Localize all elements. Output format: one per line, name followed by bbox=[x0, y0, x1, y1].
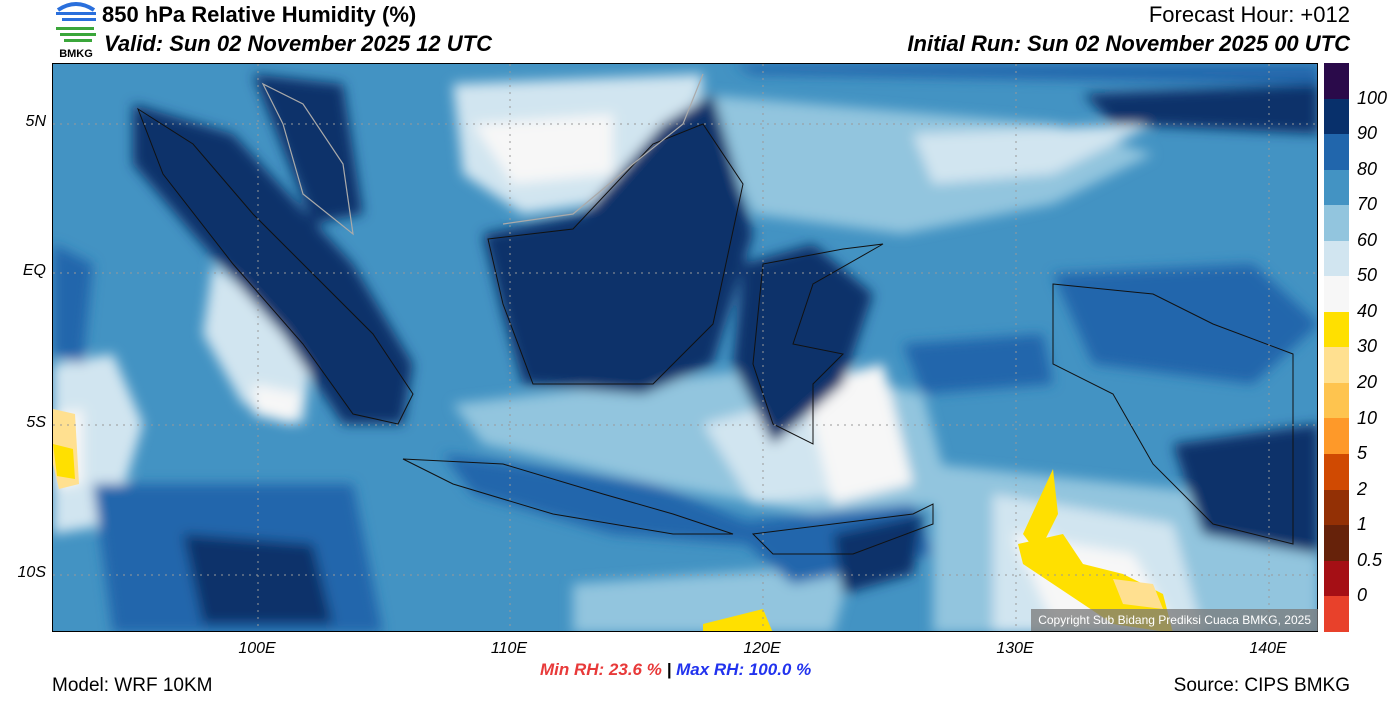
colorbar-label: 10 bbox=[1357, 407, 1378, 428]
colorbar-bin bbox=[1324, 560, 1349, 597]
colorbar-bin bbox=[1324, 205, 1349, 241]
colorbar-bin bbox=[1324, 311, 1349, 348]
colorbar-label: 80 bbox=[1357, 158, 1378, 179]
colorbar-label: 100 bbox=[1357, 87, 1388, 108]
colorbar-bin bbox=[1324, 525, 1349, 561]
colorbar-label: 70 bbox=[1357, 194, 1378, 215]
svg-text:BMKG: BMKG bbox=[59, 48, 93, 60]
colorbar-label: 2 bbox=[1357, 478, 1368, 499]
colorbar bbox=[1324, 63, 1349, 632]
model-label: Model: WRF 10KM bbox=[52, 675, 213, 696]
colorbar-label: 0 bbox=[1357, 585, 1368, 606]
lat-label-10s: 10S bbox=[17, 564, 46, 581]
colorbar-label: 40 bbox=[1357, 300, 1378, 321]
bmkg-logo: BMKG bbox=[52, 0, 100, 60]
colorbar-bin bbox=[1324, 596, 1349, 632]
forecast-hour: Forecast Hour: +012 bbox=[1148, 2, 1350, 27]
colorbar-label: 30 bbox=[1357, 336, 1378, 357]
lon-label-120e: 120E bbox=[743, 640, 781, 657]
colorbar-bin bbox=[1324, 276, 1349, 312]
colorbar-bin bbox=[1324, 454, 1349, 490]
colorbar-bin bbox=[1324, 98, 1349, 135]
colorbar-bin bbox=[1324, 169, 1349, 206]
lat-label-5s: 5S bbox=[26, 414, 46, 431]
colorbar-bin bbox=[1324, 134, 1349, 170]
initial-run: Initial Run: Sun 02 November 2025 00 UTC bbox=[907, 31, 1350, 56]
lon-label-110e: 110E bbox=[490, 640, 528, 657]
colorbar-label: 20 bbox=[1357, 372, 1378, 393]
lon-label-140e: 140E bbox=[1249, 640, 1287, 657]
colorbar-bin bbox=[1324, 418, 1349, 455]
colorbar-bin bbox=[1324, 382, 1349, 419]
colorbar-label: 50 bbox=[1357, 265, 1378, 286]
lon-label-100e: 100E bbox=[238, 640, 276, 657]
colorbar-label: 1 bbox=[1357, 514, 1368, 535]
copyright-notice: Copyright Sub Bidang Prediksi Cuaca BMKG… bbox=[1031, 609, 1318, 631]
chart-title: 850 hPa Relative Humidity (%) bbox=[102, 2, 417, 27]
colorbar-bin bbox=[1324, 63, 1349, 99]
stats-separator: | bbox=[666, 660, 672, 679]
rh-stats: Min RH: 23.6 % | Max RH: 100.0 % bbox=[540, 660, 811, 680]
colorbar-label: 5 bbox=[1357, 443, 1368, 464]
min-rh: Min RH: 23.6 % bbox=[540, 660, 662, 679]
max-rh: Max RH: 100.0 % bbox=[676, 660, 812, 679]
valid-time: Valid: Sun 02 November 2025 12 UTC bbox=[104, 31, 492, 56]
lat-label-5n: 5N bbox=[25, 113, 46, 130]
colorbar-label: 90 bbox=[1357, 123, 1378, 144]
colorbar-label: 0.5 bbox=[1357, 549, 1383, 570]
colorbar-bin bbox=[1324, 240, 1349, 277]
source-label: Source: CIPS BMKG bbox=[1173, 675, 1350, 696]
colorbar-bin bbox=[1324, 347, 1349, 383]
lon-label-130e: 130E bbox=[996, 640, 1034, 657]
colorbar-label: 60 bbox=[1357, 229, 1378, 250]
colorbar-bin bbox=[1324, 489, 1349, 526]
humidity-map bbox=[52, 63, 1318, 632]
lat-label-eq: EQ bbox=[22, 262, 46, 279]
